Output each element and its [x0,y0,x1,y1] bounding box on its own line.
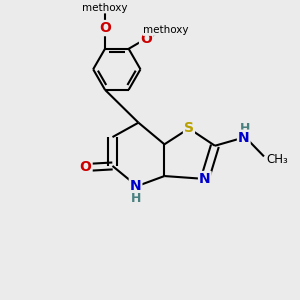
Text: methoxy: methoxy [82,2,128,13]
Text: N: N [238,131,250,145]
Text: methoxy: methoxy [143,25,189,35]
Text: N: N [199,172,211,186]
Text: O: O [99,21,111,35]
Text: N: N [130,178,141,193]
Text: O: O [140,32,152,46]
Text: O: O [80,160,92,174]
Text: H: H [240,122,250,135]
Text: CH₃: CH₃ [266,153,288,167]
Text: O: O [99,21,111,35]
Text: S: S [184,122,194,135]
Text: H: H [130,192,141,205]
